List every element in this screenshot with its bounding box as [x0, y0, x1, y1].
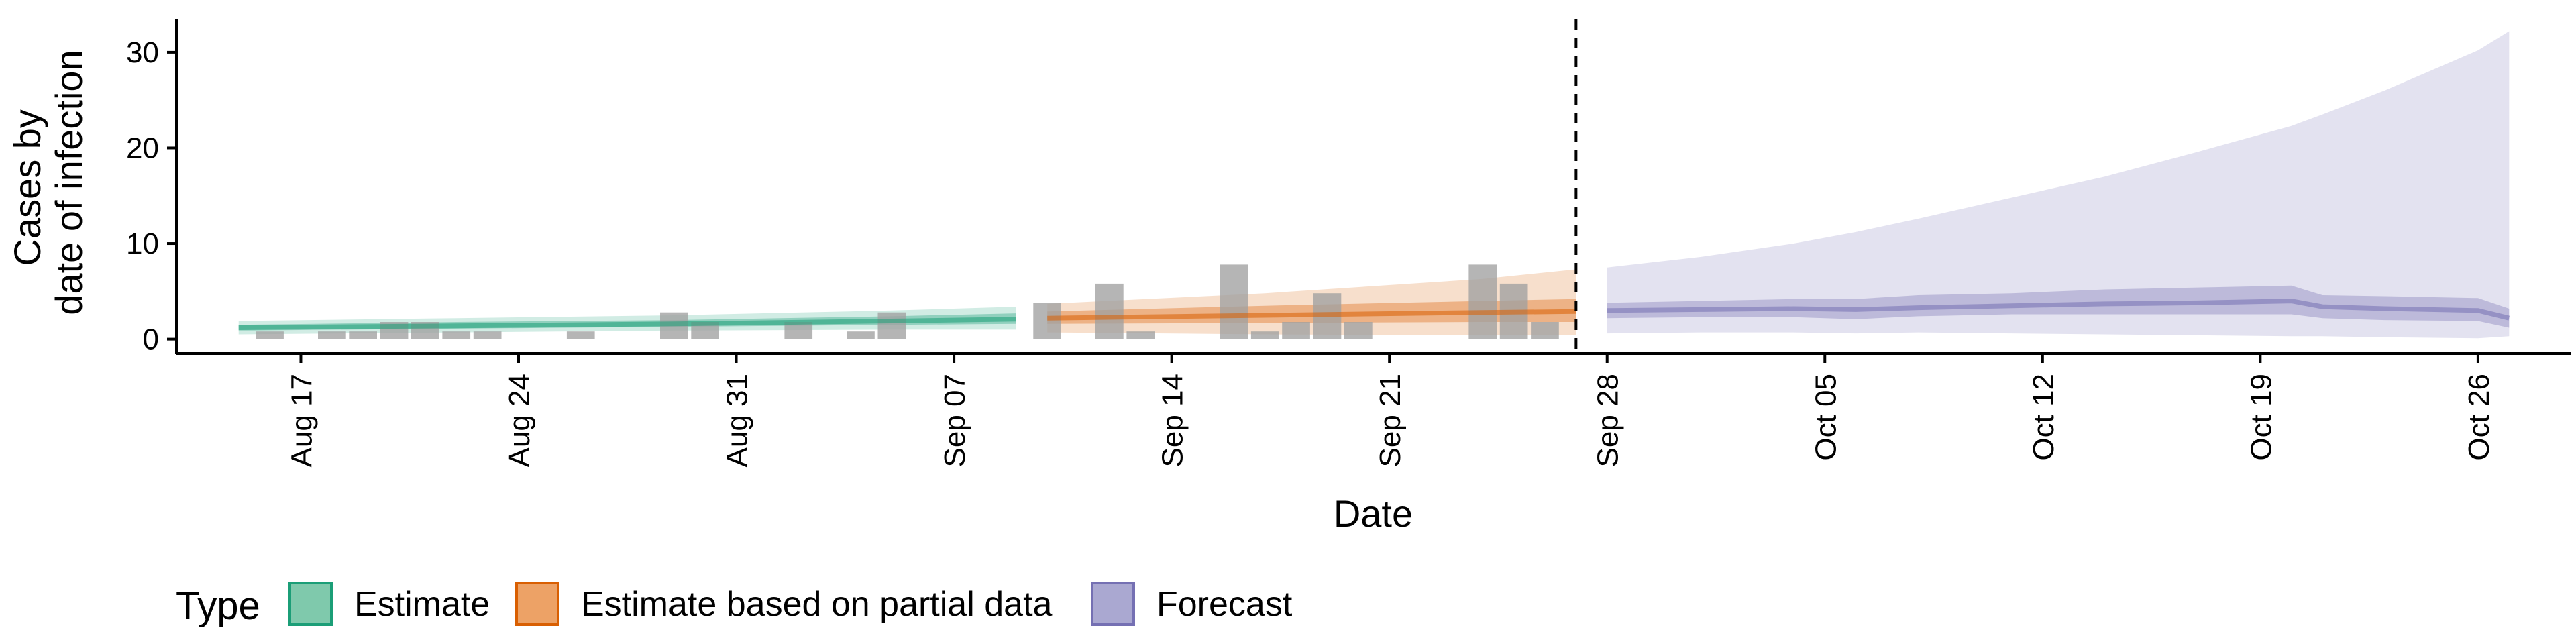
legend-label-estimate: Estimate	[354, 585, 490, 624]
legend-title: Type	[176, 584, 260, 628]
x-tick-label: Sep 14	[1157, 374, 1189, 467]
y-axis-title: Cases by date of infection	[6, 50, 90, 315]
median-line-2	[1607, 299, 2510, 321]
legend-label-forecast: Forecast	[1157, 585, 1293, 624]
case-bar-23	[1531, 322, 1559, 339]
case-bar-20	[1344, 322, 1373, 339]
y-tick-label: 30	[126, 36, 159, 69]
case-bar-11	[847, 331, 875, 339]
uncertainty-bands	[238, 31, 2510, 339]
x-tick-label: Aug 31	[721, 374, 754, 467]
case-bar-2	[349, 331, 377, 339]
case-bar-7	[566, 331, 595, 339]
median-line-0	[238, 317, 1016, 330]
case-bar-6	[473, 331, 502, 339]
case-bar-13	[1033, 303, 1061, 339]
y-tick-label: 20	[126, 131, 159, 164]
plot-area	[238, 19, 2510, 354]
median-line-1	[1047, 309, 1576, 321]
observed-cases-bars	[256, 264, 1559, 339]
x-tick-label: Sep 21	[1374, 374, 1407, 467]
x-axis-title: Date	[1334, 492, 1413, 535]
case-bar-14	[1095, 283, 1124, 339]
case-bar-16	[1220, 264, 1248, 339]
case-bar-5	[442, 331, 471, 339]
legend-label-partial: Estimate based on partial data	[581, 585, 1053, 624]
band-outer-1	[1047, 269, 1576, 335]
y-tick-label: 0	[143, 323, 159, 356]
axes: 0 10 20 30 Aug 17 Aug 24 Aug 31 Sep 07 Sep 14 Se…	[126, 19, 2571, 467]
y-axis-title-line-2: date of infection	[48, 50, 90, 315]
case-bar-0	[256, 331, 284, 339]
y-tick-label: 10	[126, 227, 159, 260]
x-tick-label: Oct 12	[2027, 374, 2060, 461]
legend-key-estimate	[288, 582, 333, 626]
x-tick-label: Sep 28	[1592, 374, 1625, 467]
x-tick-label: Aug 24	[503, 374, 536, 467]
x-tick-label: Sep 07	[938, 374, 971, 467]
y-axis-title-line-1: Cases by	[6, 109, 48, 266]
case-bar-10	[784, 322, 813, 339]
band-outer-2	[1607, 31, 2510, 339]
x-tick-label: Aug 17	[286, 374, 319, 467]
x-tick-label: Oct 05	[1809, 374, 1842, 461]
legend-key-forecast	[1091, 582, 1135, 626]
x-ticks: Aug 17 Aug 24 Aug 31 Sep 07 Sep 14 Sep 21 Sep …	[286, 354, 2496, 467]
case-bar-12	[877, 312, 906, 339]
x-tick-label: Oct 19	[2245, 374, 2277, 461]
y-ticks: 0 10 20 30	[126, 36, 176, 356]
legend: Type Estimate Estimate based on partial …	[176, 582, 1293, 628]
case-bar-15	[1126, 331, 1155, 339]
case-bar-1	[318, 331, 346, 339]
x-tick-label: Oct 26	[2463, 374, 2496, 461]
legend-key-partial	[515, 582, 559, 626]
case-bar-18	[1282, 322, 1310, 339]
case-bar-17	[1250, 331, 1279, 339]
case-bar-21	[1468, 264, 1497, 339]
median-lines	[238, 299, 2510, 330]
